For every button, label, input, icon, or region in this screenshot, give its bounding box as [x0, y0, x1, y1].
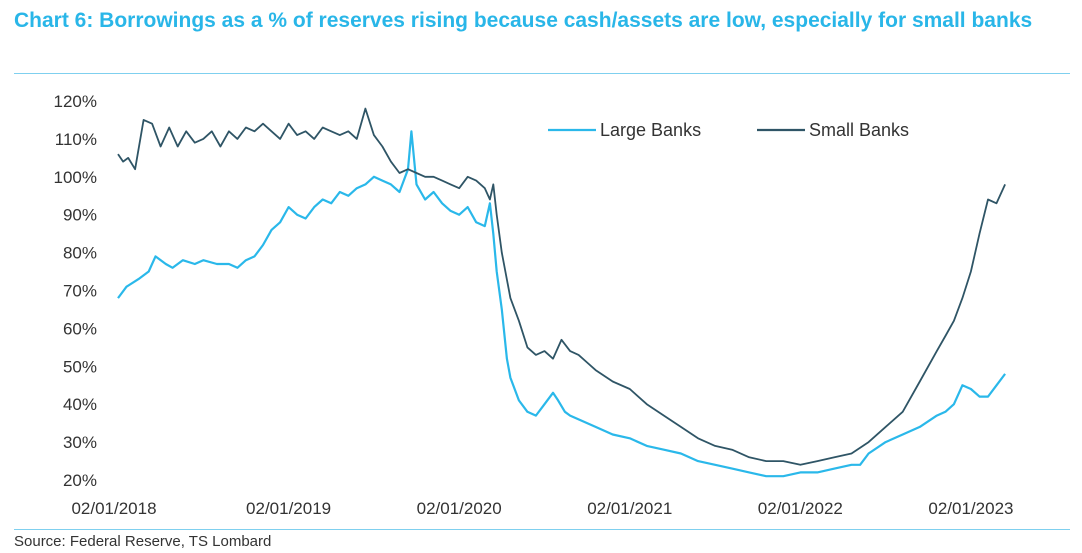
y-tick-label: 80% — [63, 244, 97, 263]
x-tick-label: 02/01/2019 — [246, 499, 331, 518]
y-tick-label: 120% — [54, 92, 97, 111]
y-tick-label: 60% — [63, 319, 97, 338]
legend-small-banks: Small Banks — [757, 120, 909, 140]
legend-label: Large Banks — [600, 120, 701, 140]
x-tick-label: 02/01/2022 — [758, 499, 843, 518]
y-tick-label: 100% — [54, 168, 97, 187]
y-tick-label: 70% — [63, 282, 97, 301]
x-tick-label: 02/01/2021 — [587, 499, 672, 518]
x-tick-label: 02/01/2020 — [417, 499, 502, 518]
x-axis: 02/01/2018 02/01/2019 02/01/2020 02/01/2021… — [71, 499, 1013, 518]
series-layer — [117, 107, 1006, 478]
x-tick-label: 02/01/2018 — [71, 499, 156, 518]
title-divider — [14, 73, 1070, 74]
x-tick-label: 02/01/2023 — [928, 499, 1013, 518]
large-banks-line — [117, 130, 1006, 478]
y-tick-label: 50% — [63, 357, 97, 376]
y-tick-label: 110% — [55, 130, 97, 149]
legend: Large Banks Small Banks — [548, 120, 909, 140]
legend-label: Small Banks — [809, 120, 909, 140]
source-note: Source: Federal Reserve, TS Lombard — [14, 533, 272, 550]
small-banks-line — [117, 107, 1006, 466]
y-tick-label: 40% — [63, 395, 97, 414]
chart-title: Chart 6: Borrowings as a % of reserves r… — [14, 9, 1033, 32]
legend-large-banks: Large Banks — [548, 120, 701, 140]
source-divider — [14, 529, 1070, 530]
y-tick-label: 20% — [63, 471, 97, 490]
y-axis: 120% 110% 100% 90% 80% 70% 60% 50% 40% 30% 20% — [54, 92, 97, 490]
y-tick-label: 90% — [63, 206, 97, 225]
y-tick-label: 30% — [63, 433, 97, 452]
